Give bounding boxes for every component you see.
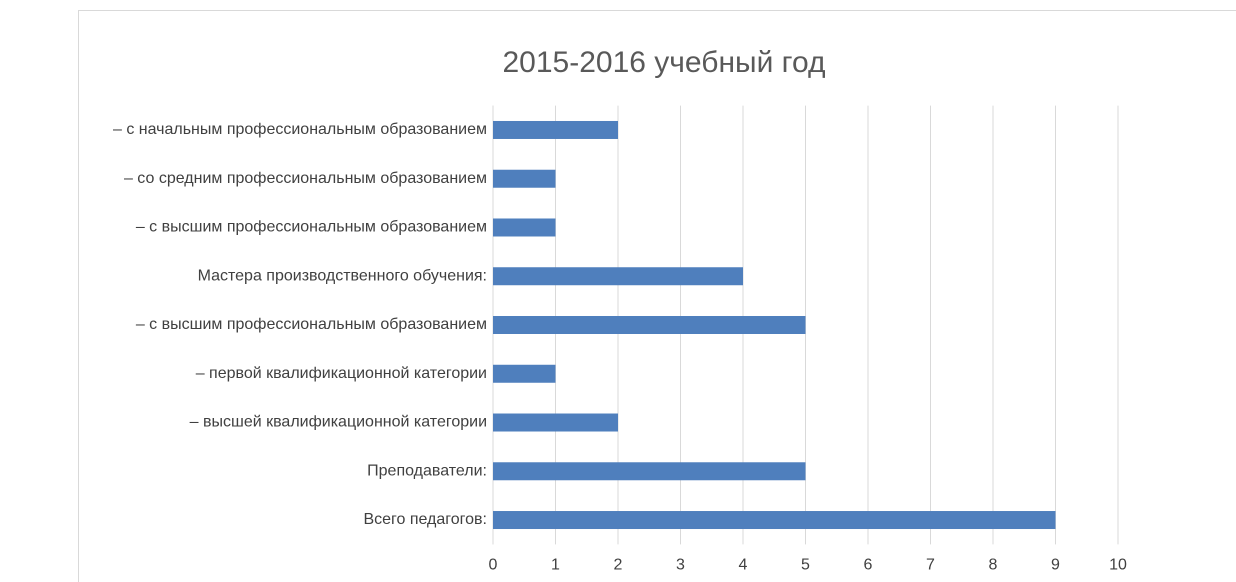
x-tick-label: 3 [676, 557, 685, 574]
x-tick-label: 9 [1051, 557, 1060, 574]
x-tick-label: 1 [551, 557, 560, 574]
y-tick-label: Мастера производственного обучения: [198, 267, 487, 284]
bar [493, 413, 618, 432]
bar [493, 218, 556, 237]
bar [493, 364, 556, 383]
y-tick-label: – первой квалификационной категории [196, 365, 487, 382]
y-tick-label: Всего педагогов: [363, 511, 487, 528]
bar [493, 169, 556, 188]
chart-title: 2015-2016 учебный год [503, 46, 826, 79]
y-tick-label: – с высшим профессиональным образованием [136, 316, 487, 333]
x-tick-label: 5 [801, 557, 810, 574]
y-tick-label: Преподаватели: [367, 462, 487, 479]
x-tick-label: 6 [864, 557, 873, 574]
bar [493, 120, 618, 139]
x-tick-label: 0 [489, 557, 498, 574]
bar [493, 462, 806, 481]
x-tick-label: 4 [739, 557, 748, 574]
bar [493, 316, 806, 334]
bar [493, 267, 743, 286]
y-tick-label: – высшей квалификационной категории [190, 414, 487, 431]
y-tick-label: – со средним профессиональным образовани… [124, 170, 487, 187]
y-tick-label: – с высшим профессиональным образованием [136, 219, 487, 236]
y-tick-label: – с начальным профессиональным образован… [113, 121, 487, 138]
x-tick-label: 10 [1109, 557, 1127, 574]
x-tick-label: 8 [989, 557, 998, 574]
bar [493, 511, 1056, 530]
x-tick-label: 2 [614, 557, 623, 574]
x-tick-label: 7 [926, 557, 935, 574]
